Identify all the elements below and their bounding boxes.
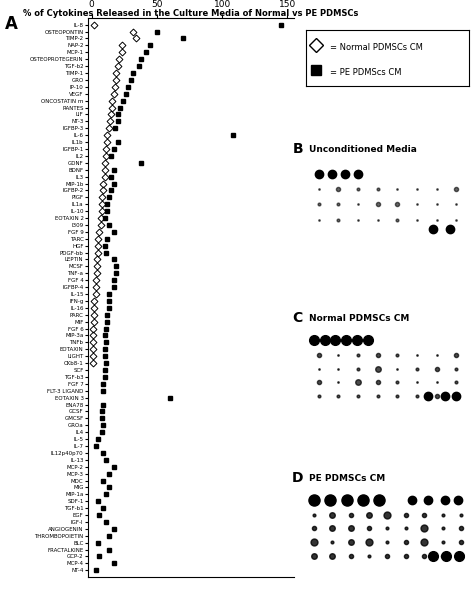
Text: = Normal PDMSCs CM: = Normal PDMSCs CM bbox=[330, 43, 423, 52]
Text: = PE PDMScs CM: = PE PDMScs CM bbox=[330, 68, 402, 77]
Text: B: B bbox=[292, 143, 303, 156]
Text: D: D bbox=[292, 471, 303, 485]
Text: Normal PDMSCs CM: Normal PDMSCs CM bbox=[309, 314, 410, 323]
Text: Unconditioned Media: Unconditioned Media bbox=[309, 145, 417, 154]
Text: PE PDMSCs CM: PE PDMSCs CM bbox=[309, 474, 385, 482]
Text: % of Cytokines Released in the Culture Media of Normal vs PE PDMSCs: % of Cytokines Released in the Culture M… bbox=[23, 9, 358, 18]
Text: C: C bbox=[292, 311, 303, 325]
Text: A: A bbox=[5, 15, 18, 33]
